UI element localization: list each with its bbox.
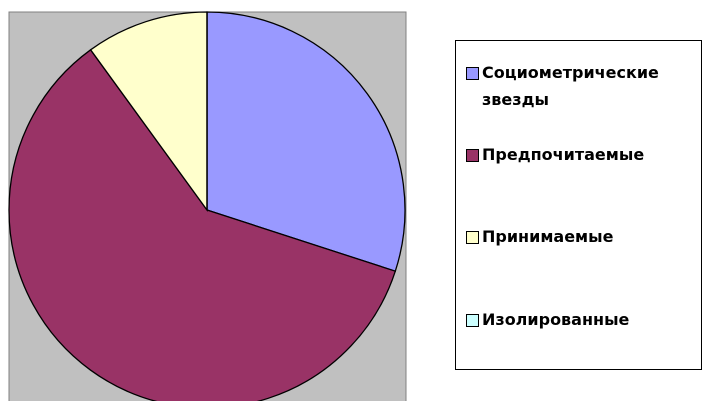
legend-swatch xyxy=(466,149,479,162)
legend-swatch xyxy=(466,231,479,244)
legend-label: Изолированные xyxy=(482,310,630,329)
legend-item: Предпочитаемые xyxy=(466,141,698,168)
legend-item: Принимаемые xyxy=(466,223,698,250)
legend-swatch xyxy=(466,314,479,327)
legend-label: Социометрические звезды xyxy=(482,63,659,109)
pie-slice xyxy=(89,11,208,213)
legend-label: Принимаемые xyxy=(482,227,614,246)
legend-item: Изолированные xyxy=(466,306,698,333)
legend-label: Предпочитаемые xyxy=(482,145,645,164)
legend-item: Социометрические звезды xyxy=(466,59,698,113)
legend: Социометрические звезды Предпочитаемые При… xyxy=(455,40,702,370)
legend-swatch xyxy=(466,67,479,80)
pie-slice xyxy=(8,48,397,401)
pie-slice xyxy=(206,11,406,273)
